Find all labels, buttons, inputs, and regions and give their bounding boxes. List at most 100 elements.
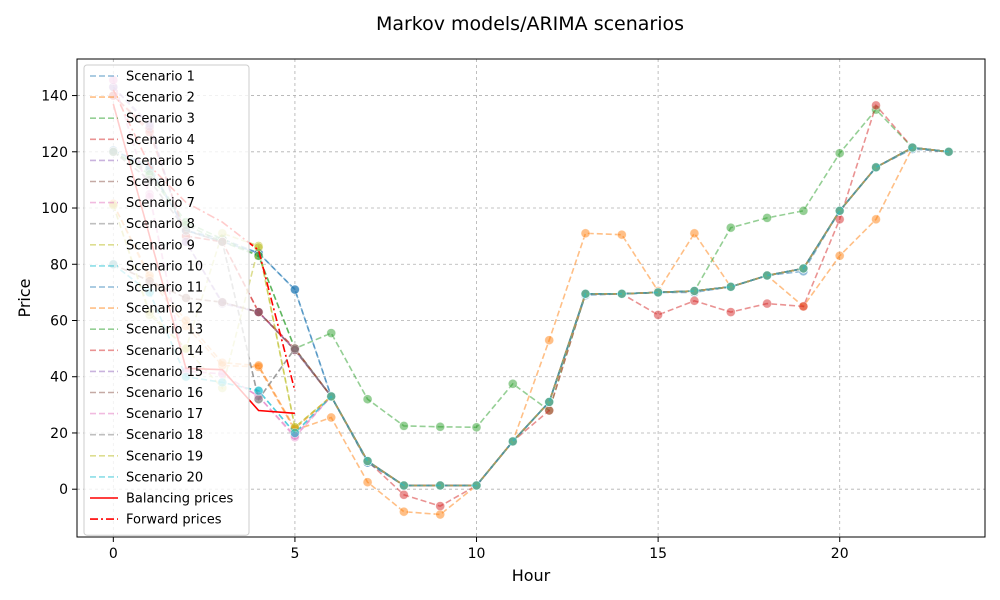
legend-item: Forward prices: [90, 513, 222, 528]
legend-label: Scenario 19: [126, 449, 203, 464]
data-point: [834, 206, 845, 216]
legend-item: Scenario 3: [90, 112, 195, 127]
data-point: [653, 287, 663, 298]
data-point: [907, 142, 918, 153]
data-point: [507, 436, 518, 447]
legend-label: Scenario 8: [126, 217, 195, 232]
y-axis: 0 20 40 60 80 100 120 140: [41, 89, 77, 498]
x-tick-label: 15: [649, 546, 667, 562]
legend-item: Scenario 8: [90, 217, 195, 232]
data-point: [326, 391, 337, 402]
data-point: [689, 295, 700, 306]
legend-label: Scenario 15: [126, 365, 203, 380]
legend-label: Scenario 13: [126, 323, 203, 338]
legend-label: Scenario 17: [126, 407, 203, 422]
legend-label: Scenario 16: [126, 386, 203, 401]
data-point: [399, 480, 409, 491]
y-tick-label: 40: [50, 370, 68, 386]
x-axis: 0 5 10 15 20: [109, 537, 849, 562]
data-point: [399, 506, 409, 517]
legend-label: Scenario 7: [126, 196, 195, 211]
data-point: [290, 343, 300, 354]
y-tick-label: 100: [41, 201, 68, 217]
legend-item: Scenario 16: [90, 386, 203, 401]
y-tick-label: 120: [41, 145, 68, 161]
data-point: [798, 301, 809, 312]
y-tick-label: 80: [50, 257, 68, 273]
data-point: [544, 335, 555, 346]
data-point: [871, 100, 881, 111]
data-point: [399, 421, 409, 431]
legend-label: Scenario 3: [126, 112, 195, 127]
legend-item: Balancing prices: [90, 492, 233, 507]
legend-box: [83, 64, 250, 536]
legend-label: Scenario 6: [126, 175, 195, 190]
data-point: [871, 214, 881, 225]
legend-item: Scenario 6: [90, 175, 195, 190]
data-point: [943, 147, 954, 157]
series-layer: [108, 75, 954, 520]
legend-label: Balancing prices: [126, 492, 233, 507]
legend-item: Scenario 15: [90, 365, 203, 380]
data-point: [362, 456, 373, 466]
legend-item: Scenario 12: [90, 302, 203, 317]
legend-item: Scenario 2: [90, 91, 195, 106]
x-tick-label: 5: [290, 546, 299, 562]
legend-item: Scenario 14: [90, 344, 203, 359]
legend-label: Scenario 10: [126, 259, 203, 274]
legend-label: Scenario 18: [126, 428, 203, 443]
legend-label: Forward prices: [126, 513, 222, 528]
data-point: [544, 405, 555, 416]
data-point: [290, 284, 300, 295]
legend-label: Scenario 2: [126, 91, 195, 106]
data-point: [544, 397, 555, 407]
legend-label: Scenario 11: [126, 281, 203, 296]
series-line: [112, 108, 949, 429]
data-point: [689, 286, 700, 296]
data-point: [507, 378, 518, 389]
data-point: [399, 489, 409, 500]
data-point: [253, 242, 264, 253]
data-point: [580, 288, 591, 299]
y-tick-label: 20: [50, 426, 68, 442]
data-point: [435, 480, 446, 491]
data-point: [762, 270, 772, 281]
y-tick-label: 140: [41, 89, 68, 105]
legend-label: Scenario 12: [126, 302, 203, 317]
legend-item: Scenario 13: [90, 323, 203, 338]
series-line: [112, 146, 949, 487]
data-point: [362, 394, 373, 405]
legend: Scenario 1 Scenario 2 Scenario 3 Scenario 4…: [83, 64, 250, 536]
x-tick-label: 10: [468, 546, 486, 562]
chart-title: Markov models/ARIMA scenarios: [376, 13, 684, 35]
legend-label: Scenario 14: [126, 344, 203, 359]
y-axis-label: Price: [15, 278, 34, 317]
legend-item: Scenario 18: [90, 428, 203, 443]
data-point: [580, 228, 591, 239]
data-point: [834, 148, 845, 158]
legend-item: Scenario 10: [90, 259, 203, 274]
data-point: [362, 477, 373, 488]
data-point: [253, 385, 264, 396]
series-line: [112, 146, 949, 487]
data-point: [253, 394, 264, 405]
legend-item: Scenario 7: [90, 196, 195, 211]
x-tick-label: 0: [109, 546, 118, 562]
data-point: [326, 328, 337, 338]
data-point: [471, 422, 482, 433]
legend-label: Scenario 4: [126, 133, 195, 148]
legend-item: Scenario 1: [90, 70, 195, 85]
data-point: [653, 310, 663, 320]
legend-label: Scenario 9: [126, 238, 195, 253]
legend-item: Scenario 4: [90, 133, 195, 148]
data-point: [762, 298, 772, 309]
data-point: [435, 501, 446, 511]
data-point: [725, 281, 736, 292]
plot-frame: [76, 58, 986, 538]
legend-item: Scenario 20: [90, 470, 203, 485]
legend-label: Scenario 5: [126, 154, 195, 169]
y-tick-label: 0: [59, 482, 68, 498]
y-tick-label: 60: [50, 313, 68, 329]
data-point: [834, 251, 845, 261]
